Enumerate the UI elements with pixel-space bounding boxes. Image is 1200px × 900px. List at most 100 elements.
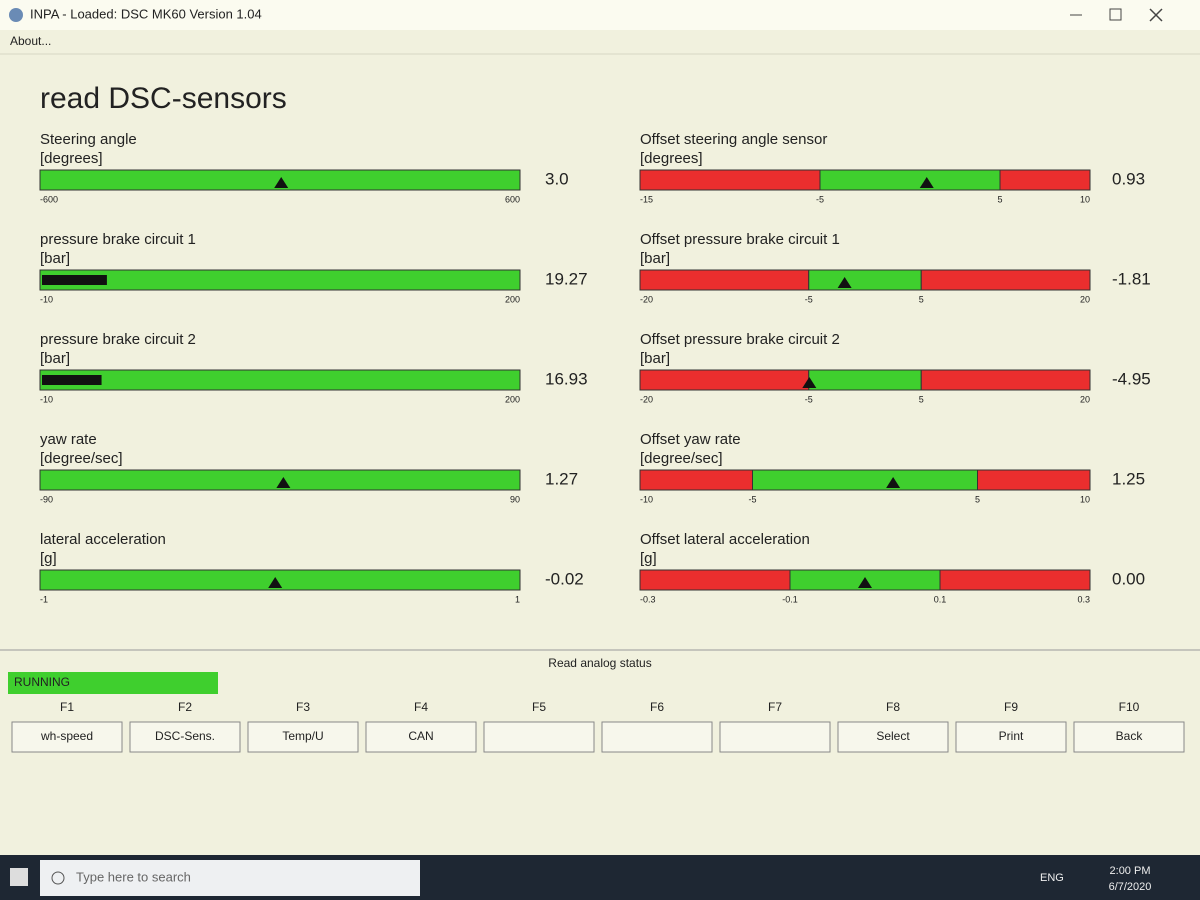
value-marker <box>886 477 901 488</box>
gauge-zone <box>939 569 1091 591</box>
function-key-button[interactable] <box>955 721 1067 753</box>
function-key-label[interactable]: Back <box>1116 729 1144 743</box>
function-key-button[interactable] <box>365 721 477 753</box>
gauge-unit: [bar] <box>40 250 70 267</box>
start-button[interactable] <box>10 868 28 886</box>
gauge-value: 1.27 <box>545 469 578 488</box>
gauge-label: pressure brake circuit 2 <box>40 331 196 348</box>
function-key-name: F5 <box>532 700 546 714</box>
gauge-value: 0.93 <box>1112 169 1145 188</box>
scale-label: -600 <box>40 194 58 204</box>
function-key-button[interactable] <box>483 721 595 753</box>
function-key-button[interactable] <box>247 721 359 753</box>
function-key-button[interactable] <box>1073 721 1185 753</box>
function-key-name: F3 <box>296 700 310 714</box>
scale-label: -15 <box>640 194 653 204</box>
gauge-zone <box>920 269 1091 291</box>
function-key-button[interactable] <box>11 721 123 753</box>
function-key-label[interactable]: Print <box>999 729 1024 743</box>
gauge-unit: [degree/sec] <box>640 450 723 467</box>
gauge-track <box>39 469 521 491</box>
scale-label: -20 <box>640 294 653 304</box>
scale-label: 20 <box>1080 294 1090 304</box>
scale-label: -10 <box>40 394 53 404</box>
function-key-name: F6 <box>650 700 664 714</box>
gauge-label: yaw rate <box>40 431 97 448</box>
function-key-button[interactable] <box>719 721 831 753</box>
scale-label: 10 <box>1080 494 1090 504</box>
page-heading: read DSC-sensors <box>40 82 287 115</box>
function-key-name: F1 <box>60 700 74 714</box>
scale-label: -5 <box>805 294 813 304</box>
menu-about[interactable]: About... <box>10 34 51 48</box>
gauge-label: Offset steering angle sensor <box>640 131 827 148</box>
scale-label: -10 <box>40 294 53 304</box>
gauge-zone <box>639 169 821 191</box>
scale-label: 20 <box>1080 394 1090 404</box>
gauge-zone <box>639 369 810 391</box>
scale-label: -0.1 <box>782 594 798 604</box>
close-button[interactable] <box>1149 8 1163 22</box>
gauge-label: Offset lateral acceleration <box>640 531 810 548</box>
scale-label: 600 <box>505 194 520 204</box>
value-bar <box>42 375 102 385</box>
gauge-unit: [degree/sec] <box>40 450 123 467</box>
function-key-label[interactable]: CAN <box>408 729 433 743</box>
scale-label: 0.1 <box>934 594 947 604</box>
value-marker <box>837 277 852 288</box>
function-key-name: F4 <box>414 700 428 714</box>
scale-label: -5 <box>748 494 756 504</box>
gauge-value: -4.95 <box>1112 369 1151 388</box>
gauge-unit: [bar] <box>640 350 670 367</box>
clock-time[interactable]: 2:00 PM <box>1110 865 1151 877</box>
maximize-button[interactable] <box>1109 8 1122 21</box>
gauge-label: lateral acceleration <box>40 531 166 548</box>
app-icon <box>9 8 23 22</box>
scale-label: -1 <box>40 594 48 604</box>
scale-label: 5 <box>997 194 1002 204</box>
function-key-label[interactable]: Temp/U <box>282 729 323 743</box>
gauge-unit: [bar] <box>40 350 70 367</box>
gauge-zone <box>639 269 810 291</box>
value-marker <box>274 177 289 188</box>
function-key-button[interactable] <box>837 721 949 753</box>
gauge-label: Offset pressure brake circuit 1 <box>640 231 840 248</box>
gauge-label: pressure brake circuit 1 <box>40 231 196 248</box>
value-bar <box>42 275 107 285</box>
function-key-label[interactable]: DSC-Sens. <box>155 729 215 743</box>
gauge-zone <box>819 169 1001 191</box>
scale-label: 10 <box>1080 194 1090 204</box>
gauge-label: Offset pressure brake circuit 2 <box>640 331 840 348</box>
status-text: RUNNING <box>14 675 70 689</box>
clock-date[interactable]: 6/7/2020 <box>1109 881 1152 893</box>
function-key-button[interactable] <box>129 721 241 753</box>
gauge-unit: [g] <box>40 550 57 567</box>
gauge-label: Steering angle <box>40 131 137 148</box>
function-key-name: F10 <box>1119 700 1140 714</box>
search-placeholder[interactable]: Type here to search <box>76 869 191 884</box>
search-box[interactable] <box>40 860 420 896</box>
value-marker <box>268 577 283 588</box>
scale-label: -5 <box>805 394 813 404</box>
function-key-name: F7 <box>768 700 782 714</box>
scale-label: -0.3 <box>640 594 656 604</box>
gauge-value: 0.00 <box>1112 569 1145 588</box>
function-key-label[interactable]: wh-speed <box>40 729 93 743</box>
gauge-zone <box>977 469 1091 491</box>
search-icon <box>51 871 65 885</box>
function-key-button[interactable] <box>601 721 713 753</box>
title-bar <box>0 0 1200 30</box>
scale-label: -20 <box>640 394 653 404</box>
function-key-label[interactable]: Select <box>876 729 910 743</box>
language-indicator[interactable]: ENG <box>1040 872 1064 884</box>
gauge-unit: [bar] <box>640 250 670 267</box>
scale-label: 0.3 <box>1077 594 1090 604</box>
gauge-zone <box>920 369 1091 391</box>
gauge-zone <box>639 469 753 491</box>
gauge-zone <box>639 569 791 591</box>
gauge-value: 1.25 <box>1112 469 1145 488</box>
gauge-value: 3.0 <box>545 169 569 188</box>
status-indicator <box>8 672 218 694</box>
